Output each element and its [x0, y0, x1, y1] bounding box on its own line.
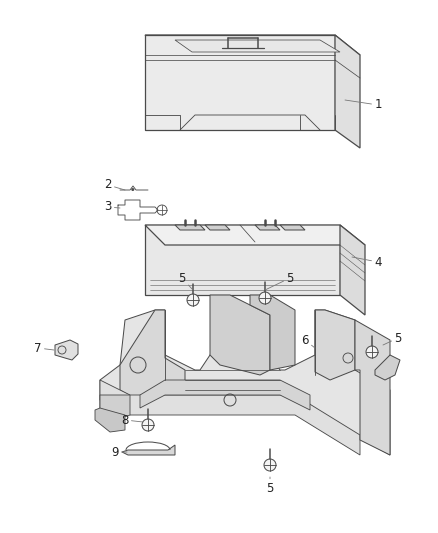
Polygon shape — [145, 35, 360, 55]
Polygon shape — [145, 225, 340, 295]
Circle shape — [259, 292, 271, 304]
Polygon shape — [175, 40, 340, 52]
Circle shape — [264, 459, 276, 471]
Polygon shape — [122, 445, 175, 455]
Text: 2: 2 — [104, 179, 125, 191]
Polygon shape — [140, 380, 310, 410]
Text: 6: 6 — [301, 334, 315, 348]
Polygon shape — [175, 225, 205, 230]
Text: 5: 5 — [265, 271, 294, 290]
Polygon shape — [100, 380, 360, 455]
Polygon shape — [280, 225, 305, 230]
Polygon shape — [145, 225, 365, 245]
Polygon shape — [375, 355, 400, 380]
Polygon shape — [100, 395, 130, 420]
Polygon shape — [340, 225, 365, 315]
Text: 5: 5 — [178, 271, 193, 290]
Circle shape — [142, 419, 154, 431]
Text: 5: 5 — [266, 477, 274, 495]
Polygon shape — [255, 225, 280, 230]
Polygon shape — [100, 310, 390, 455]
Text: 1: 1 — [345, 99, 382, 111]
Polygon shape — [250, 295, 295, 370]
Polygon shape — [120, 310, 185, 410]
Polygon shape — [55, 340, 78, 360]
Text: 8: 8 — [121, 414, 143, 426]
Polygon shape — [205, 225, 230, 230]
Text: 9: 9 — [111, 446, 127, 458]
Polygon shape — [355, 320, 390, 455]
Circle shape — [187, 294, 199, 306]
Text: ●: ● — [131, 188, 135, 192]
Polygon shape — [95, 408, 125, 432]
Polygon shape — [335, 35, 360, 148]
Circle shape — [366, 346, 378, 358]
Text: 7: 7 — [34, 342, 54, 354]
Text: 4: 4 — [352, 255, 382, 269]
Text: 3: 3 — [104, 200, 120, 214]
Text: 5: 5 — [383, 332, 402, 345]
Polygon shape — [315, 310, 355, 380]
Polygon shape — [145, 35, 335, 130]
Polygon shape — [210, 295, 270, 375]
